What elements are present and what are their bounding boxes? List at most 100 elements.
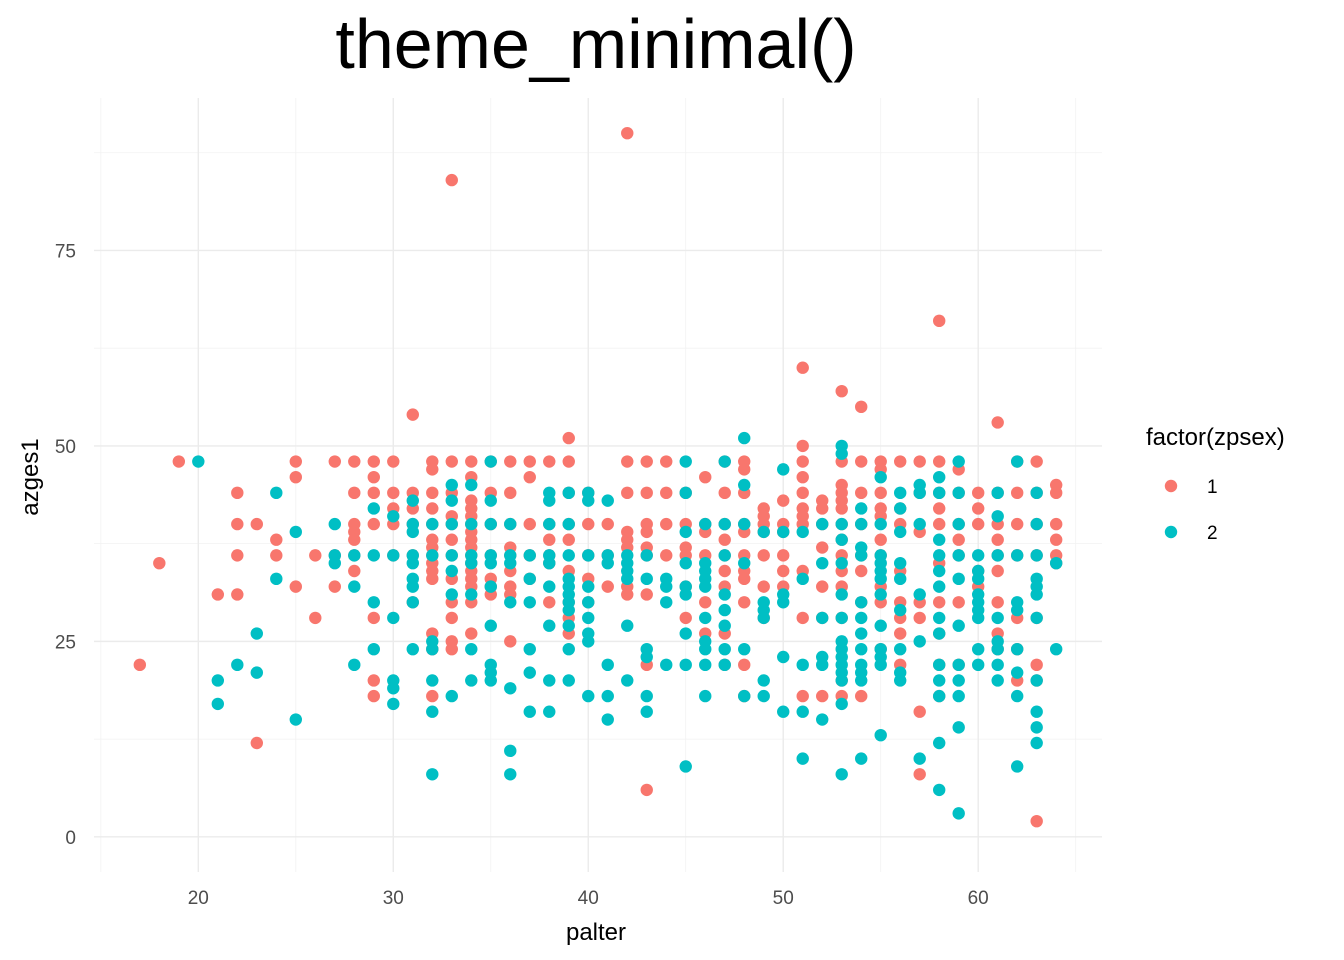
data-point-series-2	[991, 549, 1004, 562]
data-point-series-1	[562, 431, 575, 445]
data-point-series-2	[543, 580, 556, 593]
data-point-series-2	[835, 674, 848, 687]
data-point-series-2	[952, 517, 965, 531]
data-point-series-2	[971, 658, 985, 672]
data-point-series-1	[348, 455, 361, 468]
data-point-series-2	[796, 525, 809, 539]
x-tick-label: 30	[383, 888, 404, 909]
data-point-series-2	[718, 603, 731, 617]
data-point-series-2	[270, 486, 283, 500]
data-point-series-1	[543, 533, 556, 546]
data-point-series-2	[465, 642, 478, 656]
data-point-series-1	[1030, 814, 1043, 828]
data-point-series-2	[387, 611, 400, 625]
data-point-series-2	[523, 596, 536, 609]
data-point-series-1	[504, 635, 517, 648]
y-tick-label: 25	[55, 632, 76, 653]
data-point-series-2	[484, 494, 497, 507]
data-point-series-2	[932, 783, 946, 797]
data-point-series-2	[894, 486, 907, 500]
data-point-series-1	[387, 486, 400, 500]
data-point-series-2	[582, 635, 595, 648]
data-point-series-2	[1010, 603, 1024, 617]
y-axis-title: azges1	[17, 438, 44, 515]
data-point-series-1	[932, 455, 946, 468]
data-point-series-2	[484, 619, 497, 632]
data-point-series-2	[504, 682, 517, 695]
data-point-series-2	[660, 580, 673, 593]
data-point-series-2	[445, 494, 458, 507]
data-point-series-2	[601, 713, 614, 726]
data-point-series-1	[660, 549, 673, 562]
data-point-series-2	[874, 619, 887, 632]
data-point-series-1	[133, 658, 147, 672]
data-point-series-2	[952, 674, 965, 687]
data-point-series-2	[406, 580, 419, 593]
data-point-series-1	[543, 596, 556, 609]
data-point-series-2	[465, 556, 478, 570]
data-point-series-2	[855, 611, 868, 625]
data-point-series-1	[231, 588, 244, 601]
data-point-series-2	[504, 744, 517, 758]
y-tick-label: 50	[55, 437, 76, 458]
data-point-series-2	[523, 705, 536, 718]
data-point-series-2	[426, 517, 439, 531]
data-point-series-1	[523, 470, 536, 484]
data-point-series-1	[231, 486, 244, 500]
data-point-series-2	[835, 611, 848, 625]
data-point-series-1	[855, 486, 868, 500]
data-point-series-2	[426, 768, 439, 781]
x-tick-label: 20	[188, 888, 209, 909]
data-point-series-1	[426, 486, 439, 500]
data-point-series-2	[289, 713, 302, 726]
data-point-series-1	[816, 580, 829, 593]
data-point-series-2	[445, 588, 458, 601]
data-point-series-2	[406, 525, 419, 539]
data-point-series-1	[757, 580, 770, 593]
data-point-series-2	[426, 674, 439, 687]
data-point-series-2	[679, 486, 692, 500]
data-point-series-1	[932, 517, 946, 531]
data-point-series-2	[991, 658, 1004, 672]
data-point-series-2	[562, 549, 575, 562]
data-point-series-2	[777, 525, 790, 539]
data-point-series-2	[874, 470, 887, 484]
data-point-series-2	[1010, 455, 1024, 468]
data-point-series-1	[601, 517, 614, 531]
data-point-series-1	[231, 517, 244, 531]
data-point-series-2	[601, 494, 614, 507]
data-point-series-1	[991, 416, 1004, 429]
data-point-series-2	[504, 596, 517, 609]
series-1-points	[133, 126, 1063, 828]
data-point-series-2	[952, 486, 965, 500]
data-point-series-1	[738, 596, 751, 609]
data-point-series-2	[874, 572, 887, 586]
data-point-series-1	[874, 533, 887, 546]
data-point-series-1	[777, 494, 790, 507]
data-point-series-1	[348, 486, 361, 500]
data-point-series-1	[621, 486, 634, 500]
data-point-series-2	[932, 564, 946, 578]
data-point-series-2	[952, 455, 965, 468]
data-point-series-2	[601, 556, 614, 570]
data-point-series-2	[426, 705, 439, 718]
data-point-series-2	[718, 588, 731, 601]
data-point-series-1	[971, 486, 985, 500]
data-point-series-2	[1030, 517, 1043, 531]
data-point-series-1	[348, 533, 361, 546]
data-point-series-2	[952, 572, 965, 586]
data-point-series-2	[835, 447, 848, 460]
data-point-series-1	[270, 533, 283, 546]
data-point-series-1	[406, 408, 419, 421]
data-point-series-2	[679, 658, 692, 672]
data-point-series-2	[348, 549, 361, 562]
data-point-series-1	[504, 455, 517, 468]
data-point-series-1	[445, 642, 458, 656]
legend-key-series-2	[1164, 525, 1178, 539]
data-point-series-2	[679, 588, 692, 601]
data-point-series-1	[835, 502, 848, 515]
y-axis-ticks: 0 25 50 75	[55, 241, 76, 848]
data-point-series-2	[465, 478, 478, 492]
data-point-series-2	[289, 525, 302, 539]
x-axis-ticks: 20 30 40 50 60	[188, 888, 989, 909]
